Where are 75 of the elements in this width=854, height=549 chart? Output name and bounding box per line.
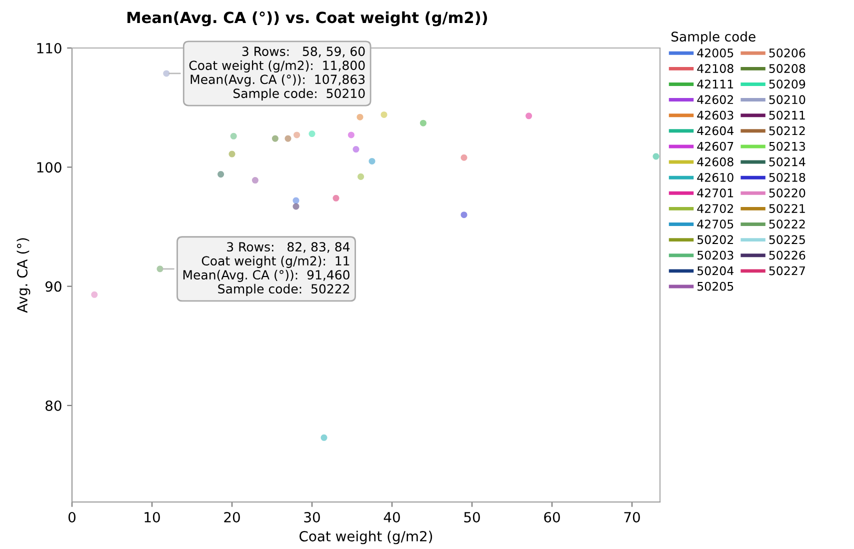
point — [332, 194, 340, 202]
legend-label: 42111 — [697, 80, 734, 88]
point — [380, 111, 388, 118]
x-tick-label: 30 — [304, 512, 320, 522]
point — [420, 120, 426, 126]
point — [320, 434, 328, 441]
legend-label: 42604 — [697, 126, 734, 136]
point — [294, 132, 300, 138]
legend-label: 50211 — [769, 110, 805, 120]
annotation: 3 Rows: 58, 59, 60 Coat weight (g/m2): 11,800 Mean(Avg. CA (°)): 107,863 Sample code: 50210 — [189, 46, 365, 101]
legend-label: 50212 — [769, 126, 805, 136]
legend-label: 50202 — [698, 235, 733, 244]
point — [652, 153, 660, 160]
point — [358, 173, 364, 180]
legend-label: 42005 — [697, 48, 734, 58]
chart-title: Mean(Avg. CA (°)) vs. Coat weight (g/m2)) — [127, 11, 488, 26]
legend-label: 42705 — [697, 220, 734, 229]
x-tick-label: 0 — [68, 512, 76, 522]
point — [252, 177, 258, 184]
point — [460, 212, 468, 218]
point — [348, 132, 354, 138]
y-tick-label: 110 — [37, 42, 62, 54]
point — [356, 114, 364, 120]
point — [292, 203, 300, 210]
legend-label: 50222 — [769, 220, 805, 229]
point — [460, 154, 468, 161]
legend-label: 50205 — [698, 282, 734, 291]
legend-label: 50225 — [769, 235, 805, 244]
legend-label: 50213 — [769, 142, 805, 151]
point — [156, 266, 164, 272]
y-tick-label: 100 — [37, 162, 62, 173]
legend-label: 50203 — [698, 250, 734, 260]
point — [352, 146, 360, 153]
point — [228, 150, 236, 158]
legend-label: 50209 — [769, 80, 806, 89]
legend-label: 42702 — [697, 204, 733, 213]
legend-label: 42607 — [697, 142, 734, 151]
legend-label: 50227 — [769, 266, 805, 276]
x-tick-label: 40 — [384, 512, 400, 522]
point — [163, 70, 170, 77]
legend-label: 50218 — [769, 172, 806, 182]
legend-label: 50204 — [698, 266, 734, 276]
legend-label: 50226 — [769, 250, 806, 260]
point — [230, 132, 237, 140]
legend-label: 42608 — [697, 157, 734, 166]
legend-label: 42603 — [697, 110, 734, 120]
point — [292, 197, 300, 204]
legend-label: 50206 — [769, 48, 806, 58]
point — [368, 158, 376, 164]
y-tick-label: 80 — [46, 400, 62, 411]
legend-label: 42602 — [697, 95, 733, 104]
point — [526, 112, 532, 120]
legend-title: Sample code — [671, 31, 756, 44]
x-tick-label: 60 — [544, 512, 560, 522]
legend-label: 50208 — [769, 64, 806, 73]
point — [218, 171, 224, 178]
y-axis-title: Avg. CA (°) — [16, 238, 30, 313]
legend-label: 42610 — [697, 172, 734, 182]
x-tick-label: 20 — [224, 512, 240, 522]
legend-label: 50220 — [769, 188, 806, 198]
point — [284, 135, 292, 142]
legend-label: 50214 — [769, 157, 806, 166]
y-tick-label: 90 — [45, 281, 62, 292]
point — [91, 291, 98, 298]
point — [308, 130, 316, 138]
legend-label: 42108 — [697, 64, 734, 73]
point — [272, 135, 278, 142]
legend-label: 42701 — [697, 188, 734, 198]
x-tick-label: 10 — [144, 512, 160, 522]
x-tick-label: 50 — [464, 512, 480, 522]
legend-label: 50221 — [769, 204, 805, 213]
x-axis-title: Coat weight (g/m2) — [300, 530, 432, 544]
legend-label: 50210 — [769, 95, 806, 104]
x-tick-label: 70 — [624, 512, 640, 522]
annotation: 3 Rows: 82, 83, 84 Coat weight (g/m2): 11 Mean(Avg. CA (°)): 91,460 Sample code: 50222 — [183, 242, 350, 296]
